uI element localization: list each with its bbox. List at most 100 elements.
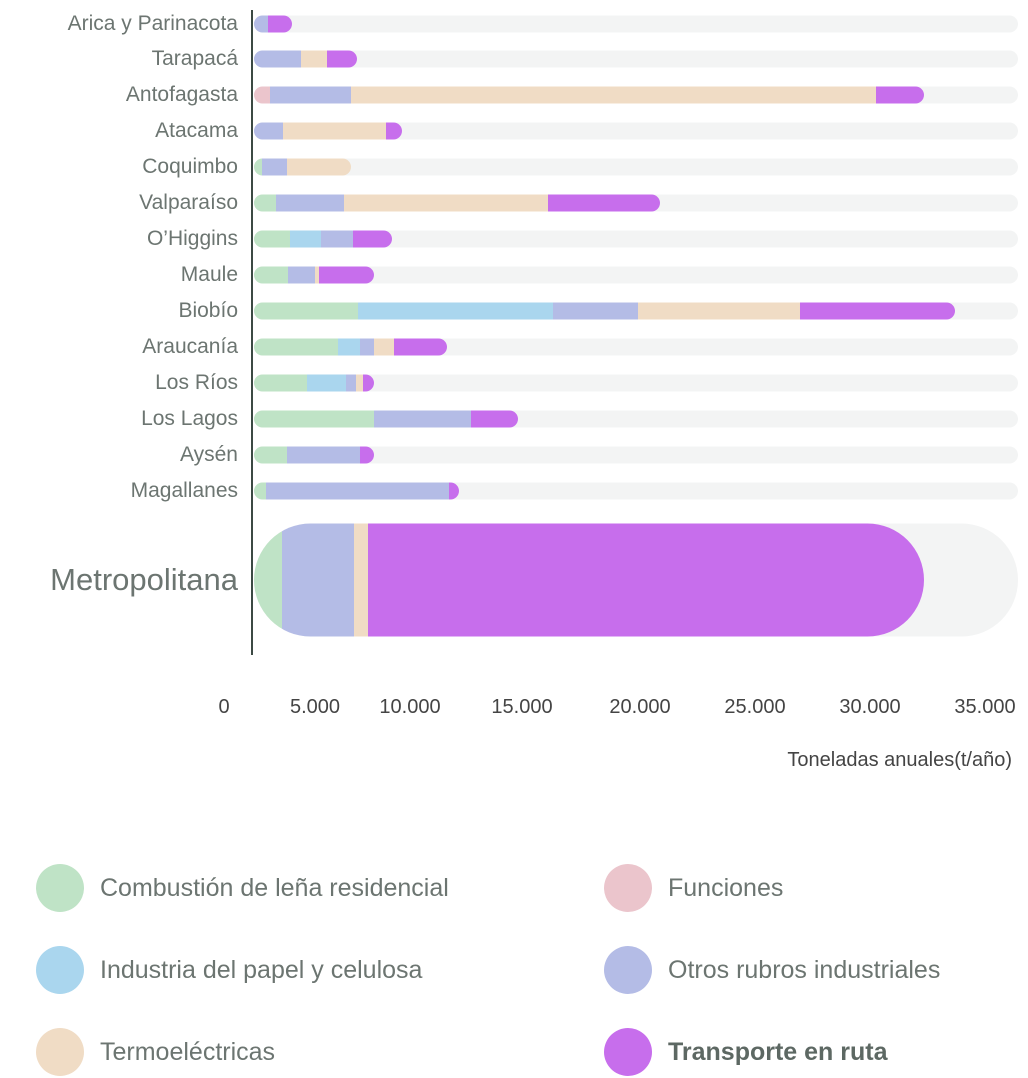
stacked-bar — [254, 374, 375, 392]
legend-item[interactable]: Transporte en ruta — [604, 1028, 888, 1076]
legend-swatch-icon — [36, 864, 84, 912]
category-label: Atacama — [155, 119, 238, 142]
bar-segment[interactable] — [343, 194, 548, 212]
x-tick-label: 25.000 — [724, 696, 786, 718]
category-label: Los Lagos — [141, 407, 238, 430]
legend-item[interactable]: Funciones — [604, 864, 783, 912]
bar-track — [254, 158, 1018, 176]
bar-segment[interactable] — [254, 374, 308, 392]
bar-segment[interactable] — [363, 374, 375, 392]
legend-label: Funciones — [668, 873, 784, 902]
x-axis-title: Toneladas anuales(t/año) — [787, 749, 1012, 771]
bar-segment[interactable] — [290, 230, 321, 248]
bar-segment[interactable] — [338, 338, 361, 356]
bar-segment[interactable] — [353, 230, 393, 248]
bar-segment[interactable] — [266, 482, 449, 500]
legend-item[interactable]: Industria del papel y celulosa — [36, 946, 422, 994]
stacked-bar — [254, 266, 375, 284]
bar-segment[interactable] — [254, 15, 268, 33]
bar-segment[interactable] — [799, 302, 955, 320]
bar-segment[interactable] — [307, 374, 347, 392]
bar-segment[interactable] — [286, 446, 360, 464]
stacked-bar — [254, 158, 352, 176]
legend-swatch-icon — [36, 946, 84, 994]
x-tick-label: 20.000 — [609, 696, 671, 718]
bar-track — [254, 230, 1018, 248]
bar-segment[interactable] — [359, 446, 374, 464]
bar-segment[interactable] — [367, 523, 924, 637]
bar-segment[interactable] — [276, 194, 344, 212]
bar-segment[interactable] — [283, 122, 387, 140]
bar-segment[interactable] — [356, 374, 364, 392]
bar-segment[interactable] — [267, 15, 292, 33]
bar-track — [254, 338, 1018, 356]
bar-segment[interactable] — [547, 194, 660, 212]
bar-segment[interactable] — [254, 122, 284, 140]
bar-segment[interactable] — [386, 122, 402, 140]
legend-label: Transporte en ruta — [668, 1037, 888, 1066]
stacked-bar — [254, 446, 374, 464]
legend-swatch-icon — [36, 1028, 84, 1076]
category-label: Tarapacá — [151, 47, 238, 70]
bar-segment[interactable] — [552, 302, 638, 320]
bar-segment[interactable] — [254, 523, 282, 637]
legend-swatch-icon — [604, 864, 652, 912]
stacked-bar — [254, 338, 448, 356]
bar-segment[interactable] — [254, 410, 375, 428]
bar-segment[interactable] — [350, 86, 876, 104]
stacked-bar — [254, 86, 924, 104]
bar-segment[interactable] — [360, 338, 375, 356]
bar-segment[interactable] — [875, 86, 924, 104]
category-label: Valparaíso — [139, 191, 238, 214]
bar-segment[interactable] — [254, 86, 270, 104]
bar-segment[interactable] — [281, 523, 354, 637]
stacked-bar — [254, 302, 955, 320]
bar-segment[interactable] — [374, 410, 471, 428]
legend-item[interactable]: Combustión de leña residencial — [36, 864, 449, 912]
bar-segment[interactable] — [353, 523, 368, 637]
bar-segment[interactable] — [269, 86, 351, 104]
bar-track — [254, 266, 1018, 284]
bar-track — [254, 523, 1018, 637]
bar-segment[interactable] — [254, 158, 263, 176]
x-tick-label: 5.000 — [289, 696, 341, 718]
bar-segment[interactable] — [321, 230, 354, 248]
bar-track — [254, 122, 1018, 140]
bar-segment[interactable] — [470, 410, 518, 428]
bar-track — [254, 15, 1018, 33]
bar-segment[interactable] — [315, 266, 320, 284]
bar-segment[interactable] — [288, 266, 316, 284]
bar-segment[interactable] — [254, 230, 291, 248]
legend-item[interactable]: Otros rubros industriales — [604, 946, 940, 994]
bar-segment[interactable] — [254, 446, 287, 464]
legend-swatch-icon — [604, 1028, 652, 1076]
bar-segment[interactable] — [287, 158, 352, 176]
bar-segment[interactable] — [254, 482, 266, 500]
bar-segment[interactable] — [262, 158, 288, 176]
stacked-bar — [254, 482, 459, 500]
bar-track — [254, 374, 1018, 392]
bar-segment[interactable] — [254, 302, 358, 320]
bar-track — [254, 410, 1018, 428]
bar-segment[interactable] — [254, 266, 289, 284]
bar-track — [254, 50, 1018, 68]
bar-track — [254, 302, 1018, 320]
bar-segment[interactable] — [300, 50, 327, 68]
legend-item[interactable]: Termoeléctricas — [36, 1028, 275, 1076]
bar-segment[interactable] — [637, 302, 800, 320]
bar-segment[interactable] — [346, 374, 357, 392]
legend-label: Combustión de leña residencial — [100, 873, 449, 902]
bar-track — [254, 446, 1018, 464]
stacked-bar — [254, 194, 660, 212]
x-tick-label: 10.000 — [379, 696, 441, 718]
bar-segment[interactable] — [254, 50, 301, 68]
bar-segment[interactable] — [357, 302, 553, 320]
bar-segment[interactable] — [448, 482, 459, 500]
category-label: Antofagasta — [125, 83, 238, 106]
bar-segment[interactable] — [254, 338, 339, 356]
bar-segment[interactable] — [319, 266, 375, 284]
bar-segment[interactable] — [394, 338, 448, 356]
bar-segment[interactable] — [326, 50, 357, 68]
bar-segment[interactable] — [374, 338, 395, 356]
bar-segment[interactable] — [254, 194, 277, 212]
